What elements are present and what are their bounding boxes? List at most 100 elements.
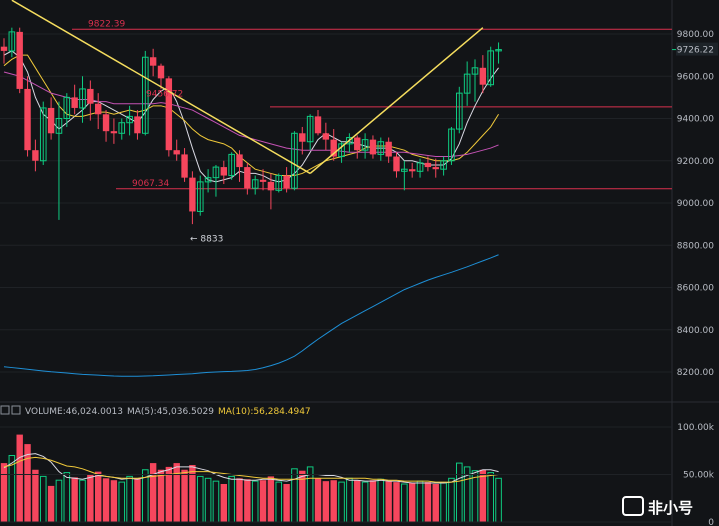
volume-legend: VOLUME:46,024.0013 MA(5):45,036.5029 MA(10… [0, 405, 311, 417]
low-marker-label: ← 8833 [190, 234, 223, 244]
level-marker-label: 9456.72 [146, 90, 183, 100]
candle-body [24, 88, 31, 151]
candle-body [157, 65, 165, 79]
candle-body [126, 115, 133, 124]
volume-ma10-value: 56,284.4947 [253, 407, 310, 417]
volume-tick-label: 0 [708, 518, 714, 526]
volume-ma10-line [3, 456, 499, 483]
volume-bar [236, 478, 243, 522]
candle-body [448, 128, 455, 162]
candle-body [463, 73, 471, 94]
candle-body [283, 175, 290, 189]
volume-ma5-value: 45,036.5029 [157, 407, 215, 417]
candle-body [369, 139, 377, 155]
volume-bar [181, 469, 188, 522]
candle-body [212, 166, 220, 179]
watermark-logo-icon [622, 496, 644, 516]
volume-bar [220, 484, 227, 522]
candle-body [118, 122, 126, 134]
volume-bar [173, 463, 180, 522]
candle-body [134, 116, 141, 134]
volume-bar [149, 463, 157, 522]
candle-body [236, 154, 243, 168]
candle-body [39, 107, 47, 162]
candle-body [55, 118, 63, 134]
candle-body [361, 139, 369, 151]
candle-body [87, 88, 94, 104]
candle-body [189, 177, 196, 212]
candle-body [181, 154, 188, 178]
annotations: 9456.72 ← 8833 9726.22 [146, 42, 718, 244]
volume-bar [95, 471, 102, 522]
volume-bar [385, 481, 392, 522]
candle-body [330, 139, 337, 157]
candle-body [63, 96, 71, 119]
volume-bar [432, 484, 439, 522]
price-tick-label: 8200.00 [677, 368, 714, 378]
volume-bar [32, 469, 39, 522]
candle-body [71, 97, 78, 108]
candle-body [409, 169, 416, 172]
volume-bar [479, 469, 487, 522]
volume-bar [102, 478, 110, 522]
volume-bar [110, 480, 118, 522]
candle-body [220, 167, 227, 176]
candle-body [424, 162, 432, 168]
price-tick-label: 9600.00 [677, 72, 714, 82]
level-label: 9822.39 [88, 19, 125, 29]
current-price-label: 9726.22 [677, 46, 714, 56]
price-tick-label: 9000.00 [677, 199, 714, 209]
volume-axis: 100.00k 50.00k 0 [0, 423, 715, 526]
volume-ma5-label: MA(5): [127, 407, 157, 417]
candle-body [165, 78, 173, 151]
volume-bar [165, 466, 173, 522]
volume-tick-label: 50.00k [683, 471, 715, 481]
eye-icon[interactable] [11, 405, 21, 415]
volume-bar [322, 481, 330, 522]
candle-body [322, 133, 330, 140]
candle-body [149, 57, 157, 66]
candle-body [306, 115, 314, 143]
volume-bar [299, 470, 306, 522]
volume-panel [0, 434, 502, 523]
settings-icon[interactable] [0, 405, 10, 415]
candle-body [487, 50, 494, 86]
volume-bar [16, 434, 23, 522]
trendlines [11, 0, 484, 175]
candle-body [416, 162, 424, 172]
candle-body [471, 67, 479, 75]
volume-bar [393, 482, 400, 522]
volume-bar [354, 480, 361, 522]
candle-body [8, 31, 16, 52]
grid [0, 0, 673, 526]
volume-bar [330, 480, 337, 522]
trendline [11, 0, 311, 175]
trendline [309, 27, 484, 174]
watermark-text: 非小号 [648, 499, 693, 517]
candle-body [16, 31, 23, 89]
volume-bar [259, 480, 267, 522]
candle-body [267, 181, 275, 191]
candle-body [204, 177, 212, 183]
price-tick-label: 8800.00 [677, 241, 714, 251]
volume-bar [267, 476, 275, 522]
level-label: 9067.34 [132, 179, 169, 189]
volume-ma10-label: MA(10): [218, 407, 253, 417]
price-tick-label: 9200.00 [677, 157, 714, 167]
volume-bar [314, 478, 322, 522]
watermark: 非小号 [622, 496, 693, 517]
ma-line [3, 254, 499, 377]
candle-body [244, 167, 251, 189]
candle-body [401, 168, 408, 172]
candle-body [346, 137, 353, 145]
volume-tick-label: 100.00k [677, 423, 714, 433]
volume-label: VOLUME: [25, 407, 66, 417]
volume-bar [24, 444, 31, 522]
candle-body [299, 133, 306, 142]
volume-bar [157, 469, 165, 522]
volume-bar [71, 477, 78, 522]
candle-body [228, 153, 235, 177]
